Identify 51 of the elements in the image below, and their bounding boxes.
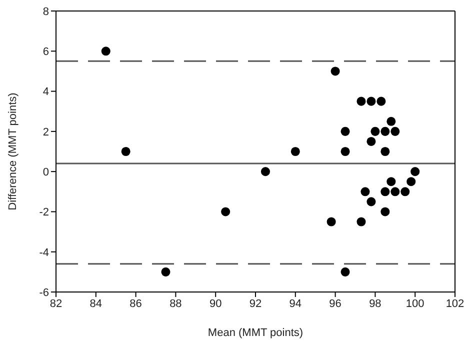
x-tick-label: 84 [90, 298, 102, 310]
y-tick-label: 6 [42, 46, 49, 58]
y-tick-label: 0 [42, 166, 49, 178]
point [380, 187, 390, 196]
y-tick-label: 4 [42, 86, 49, 98]
x-tick-label: 94 [289, 298, 302, 310]
y-axis-title: Difference (MMT points) [6, 92, 19, 210]
point [376, 96, 386, 106]
point [340, 146, 350, 156]
point [101, 46, 110, 56]
y-tick-label: -4 [39, 246, 49, 259]
x-axis-title: Mean (MMT points) [208, 327, 304, 339]
point [356, 217, 366, 226]
point [340, 267, 350, 276]
x-tick-label: 100 [406, 298, 424, 310]
y-tick-label: -2 [39, 206, 49, 219]
x-tick-label: 90 [209, 298, 222, 310]
point [400, 187, 410, 196]
point [366, 96, 376, 106]
point [260, 167, 270, 176]
x-tick-label: 88 [170, 298, 182, 310]
point [406, 177, 416, 186]
x-tick-label: 86 [130, 298, 142, 310]
y-tick-label: 2 [42, 126, 49, 138]
point [386, 116, 396, 126]
point [410, 167, 420, 176]
point [330, 66, 340, 76]
point [290, 146, 300, 156]
point [340, 126, 350, 136]
point [380, 146, 390, 156]
point [380, 207, 390, 216]
point [390, 126, 400, 136]
y-tick-label: -6 [39, 286, 49, 299]
point [380, 126, 390, 136]
point [370, 126, 380, 136]
y-tick-label: 8 [42, 6, 49, 18]
point [390, 187, 400, 196]
point [221, 207, 230, 216]
x-tick-label: 82 [50, 298, 62, 310]
point [366, 136, 376, 146]
x-tick-label: 98 [369, 298, 382, 310]
point [326, 217, 336, 226]
x-tick-label: 92 [249, 298, 262, 310]
point [356, 96, 366, 106]
point [366, 197, 376, 206]
x-tick-label: 96 [329, 298, 342, 310]
point [386, 177, 396, 186]
x-tick-label: 102 [446, 298, 464, 310]
point [360, 187, 370, 196]
point [161, 267, 170, 276]
point [121, 146, 130, 156]
